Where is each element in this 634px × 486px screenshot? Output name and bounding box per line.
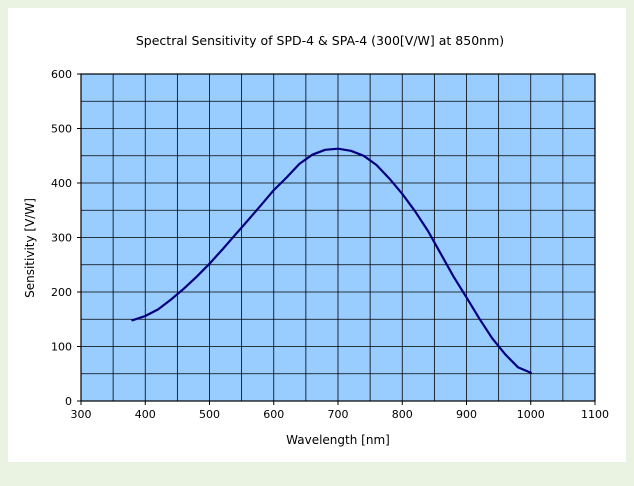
x-tick-label: 1000 bbox=[517, 408, 545, 421]
y-tick-label: 300 bbox=[51, 232, 72, 245]
x-tick-label: 900 bbox=[456, 408, 477, 421]
y-tick-label: 200 bbox=[51, 286, 72, 299]
y-tick-label: 400 bbox=[51, 177, 72, 190]
x-tick-label: 800 bbox=[392, 408, 413, 421]
spectral-sensitivity-chart: Spectral Sensitivity of SPD-4 & SPA-4 (3… bbox=[23, 33, 609, 447]
y-axis-label: Sensitivity [V/W] bbox=[23, 198, 37, 298]
grid-lines bbox=[80, 73, 596, 402]
series-layer bbox=[131, 147, 532, 374]
y-tick-label: 0 bbox=[65, 395, 72, 408]
axes bbox=[77, 73, 596, 405]
y-tick-label: 600 bbox=[51, 68, 72, 81]
chart-panel: Spectral Sensitivity of SPD-4 & SPA-4 (3… bbox=[8, 8, 626, 462]
y-tick-label: 100 bbox=[51, 341, 72, 354]
y-tick-label: 500 bbox=[51, 123, 72, 136]
x-axis-label: Wavelength [nm] bbox=[286, 433, 390, 447]
tick-labels: 300 400 500 600 700 800 900 1000 1100 0 100 200 300 4… bbox=[51, 68, 609, 421]
x-tick-label: 400 bbox=[135, 408, 156, 421]
x-tick-label: 500 bbox=[199, 408, 220, 421]
x-tick-label: 700 bbox=[328, 408, 349, 421]
sensitivity-line bbox=[131, 147, 532, 374]
x-tick-label: 1100 bbox=[581, 408, 609, 421]
x-tick-label: 600 bbox=[263, 408, 284, 421]
x-tick-label: 300 bbox=[71, 408, 92, 421]
chart-title: Spectral Sensitivity of SPD-4 & SPA-4 (3… bbox=[136, 33, 504, 48]
